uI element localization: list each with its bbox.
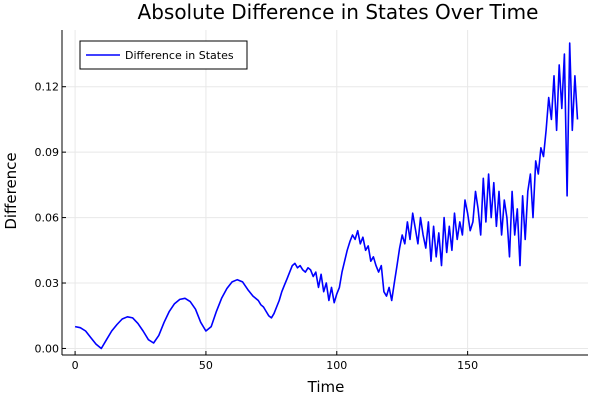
y-tick-label: 0.12 — [35, 81, 60, 94]
y-tick-label: 0.03 — [35, 277, 60, 290]
y-axis-label: Difference — [2, 152, 20, 229]
x-tick-label: 100 — [326, 359, 347, 372]
legend-label: Difference in States — [125, 49, 234, 62]
series-line-difference-in-states — [74, 42, 579, 350]
x-axis-ticks: 0 50 100 150 — [72, 351, 478, 372]
x-tick-label: 0 — [72, 359, 79, 372]
x-axis-label: Time — [307, 378, 345, 396]
x-tick-label: 50 — [199, 359, 213, 372]
chart-title: Absolute Difference in States Over Time — [138, 0, 539, 24]
x-tick-label: 150 — [457, 359, 478, 372]
y-axis-ticks: 0.00 0.03 0.06 0.09 0.12 — [35, 81, 66, 355]
y-tick-label: 0.06 — [35, 212, 60, 225]
axis-frame — [61, 30, 588, 356]
y-tick-label: 0.09 — [35, 146, 60, 159]
legend: Difference in States — [79, 40, 248, 70]
y-tick-label: 0.00 — [35, 342, 60, 355]
grid-lines — [62, 30, 588, 355]
